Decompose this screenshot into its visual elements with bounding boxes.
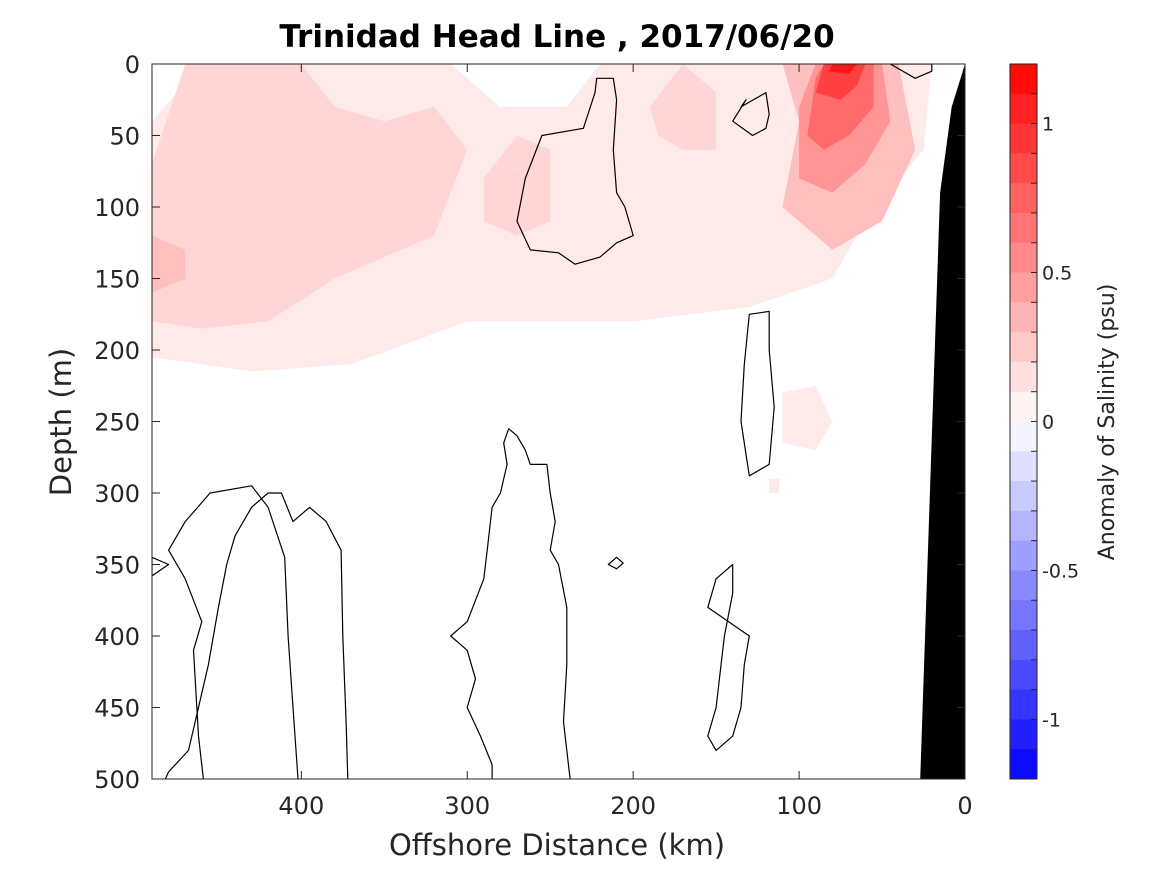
zero-contour	[450, 428, 571, 779]
y-tick-label: 350	[94, 552, 140, 580]
colorbar-step	[1010, 510, 1037, 542]
anomaly-patch	[649, 64, 717, 150]
colorbar-tick-label: 0.5	[1042, 263, 1072, 285]
zero-contour	[168, 485, 299, 779]
zero-contour	[152, 556, 170, 577]
anomaly-patch	[483, 135, 551, 236]
colorbar-step	[1010, 332, 1037, 363]
colorbar-step	[1010, 481, 1037, 512]
colorbar-step	[1010, 421, 1037, 452]
colorbar-tick-label: 0	[1042, 412, 1054, 434]
colorbar-step	[1010, 64, 1037, 95]
y-tick-label: 200	[94, 337, 140, 365]
x-tick-label: 100	[776, 792, 822, 820]
x-tick-label: 0	[957, 792, 972, 820]
plot-area	[151, 63, 966, 780]
colorbar-tick-label: -0.5	[1042, 560, 1079, 582]
colorbar-step	[1010, 153, 1037, 184]
colorbar-step	[1010, 391, 1037, 422]
y-tick-label: 450	[94, 695, 140, 723]
colorbar-step	[1010, 93, 1037, 125]
colorbar-step	[1010, 361, 1037, 393]
y-tick-label: 250	[94, 409, 140, 437]
y-tick-label: 500	[94, 766, 140, 794]
colorbar-step	[1010, 212, 1037, 244]
colorbar-step	[1010, 659, 1037, 691]
colorbar-tick-label: 1	[1042, 114, 1054, 136]
colorbar: -1 -0.5 0 0.5 1	[1009, 63, 1079, 780]
colorbar-step	[1010, 570, 1037, 601]
colorbar-step	[1010, 302, 1037, 333]
colorbar-step	[1010, 183, 1037, 214]
y-tick-label: 300	[94, 480, 140, 508]
x-axis-title: Offshore Distance (km)	[389, 828, 725, 862]
colorbar-step	[1010, 689, 1037, 720]
anomaly-patch	[769, 478, 780, 493]
seafloor-mask	[920, 64, 965, 779]
zero-contour	[740, 310, 775, 477]
anomaly-patch	[815, 64, 866, 100]
colorbar-step	[1010, 540, 1037, 571]
colorbar-tick-label: -1	[1042, 709, 1061, 731]
colorbar-step	[1010, 600, 1037, 631]
anomaly-patch	[782, 385, 833, 451]
y-tick-label: 150	[94, 266, 140, 294]
y-axis: 0 50 100 150 200 250 300 350 400 450 500	[94, 51, 965, 794]
x-tick-label: 400	[278, 792, 324, 820]
colorbar-step	[1010, 123, 1037, 154]
x-axis: 400 300 200 100 0	[278, 64, 973, 820]
anomaly-patch	[152, 64, 468, 329]
zero-contour	[164, 492, 349, 779]
zero-contour	[607, 556, 624, 570]
y-tick-label: 0	[125, 51, 140, 79]
y-tick-label: 100	[94, 194, 140, 222]
y-axis-title: Depth (m)	[44, 348, 78, 496]
colorbar-step	[1010, 451, 1037, 482]
colorbar-step	[1010, 630, 1037, 661]
y-tick-label: 400	[94, 623, 140, 651]
colorbar-frame	[1009, 63, 1038, 780]
colorbar-step	[1010, 272, 1037, 303]
colorbar-step	[1010, 719, 1037, 750]
y-tick-label: 50	[109, 123, 140, 151]
zero-contour	[732, 91, 770, 137]
colorbar-title: Anomaly of Salinity (psu)	[1095, 284, 1120, 561]
zero-contour	[516, 77, 634, 265]
chart-title: Trinidad Head Line , 2017/06/20	[279, 19, 834, 55]
zero-contour	[889, 64, 933, 79]
anomaly-patch	[828, 64, 858, 74]
colorbar-step	[1010, 242, 1037, 274]
anomaly-patch	[152, 235, 186, 293]
colorbar-step	[1010, 749, 1037, 780]
zero-contour	[707, 563, 750, 752]
x-tick-label: 200	[610, 792, 656, 820]
x-tick-label: 300	[444, 792, 490, 820]
